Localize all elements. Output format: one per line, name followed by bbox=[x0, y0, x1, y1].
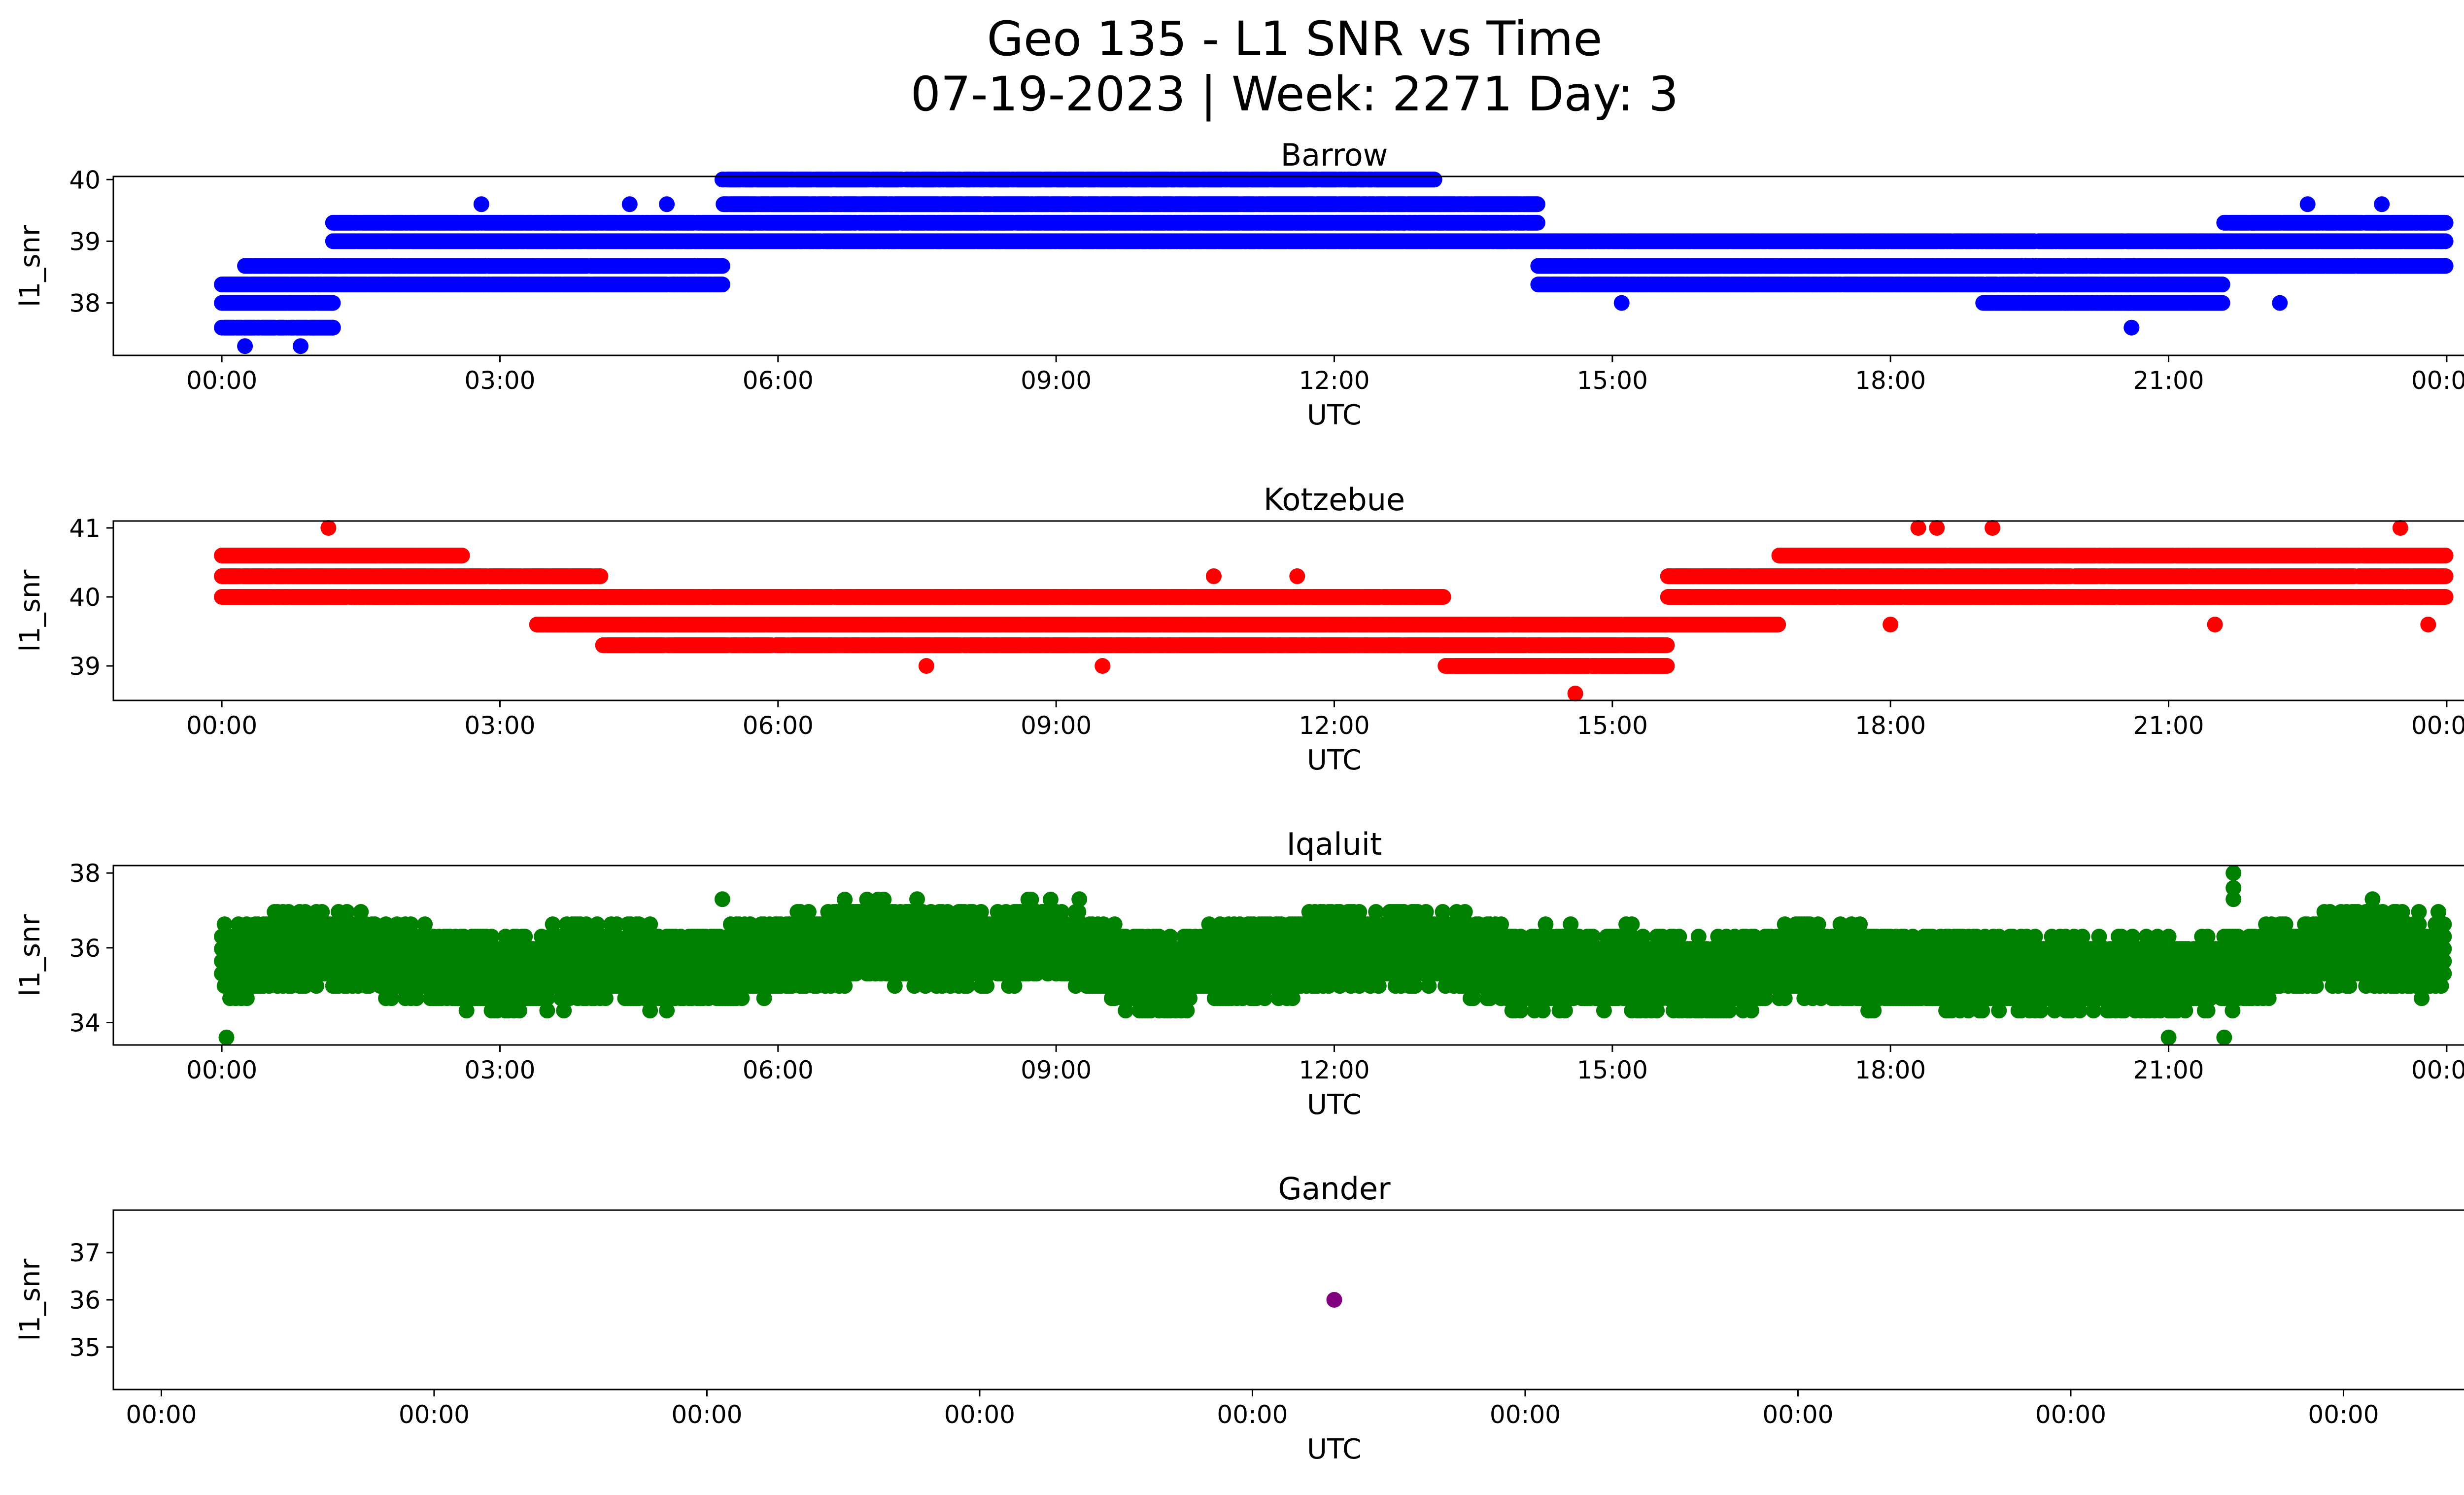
data-point bbox=[1529, 214, 1545, 231]
data-point bbox=[1529, 196, 1545, 212]
data-point bbox=[714, 277, 730, 293]
data-points bbox=[214, 172, 2454, 354]
figure-title-line1: Geo 135 - L1 SNR vs Time bbox=[987, 11, 1603, 67]
data-point bbox=[325, 295, 341, 311]
data-point bbox=[714, 258, 730, 274]
subplot-title: Barrow bbox=[1281, 137, 1388, 173]
figure-title-line2: 07-19-2023 | Week: 2271 Day: 3 bbox=[911, 67, 1679, 122]
data-point bbox=[1426, 172, 1442, 188]
